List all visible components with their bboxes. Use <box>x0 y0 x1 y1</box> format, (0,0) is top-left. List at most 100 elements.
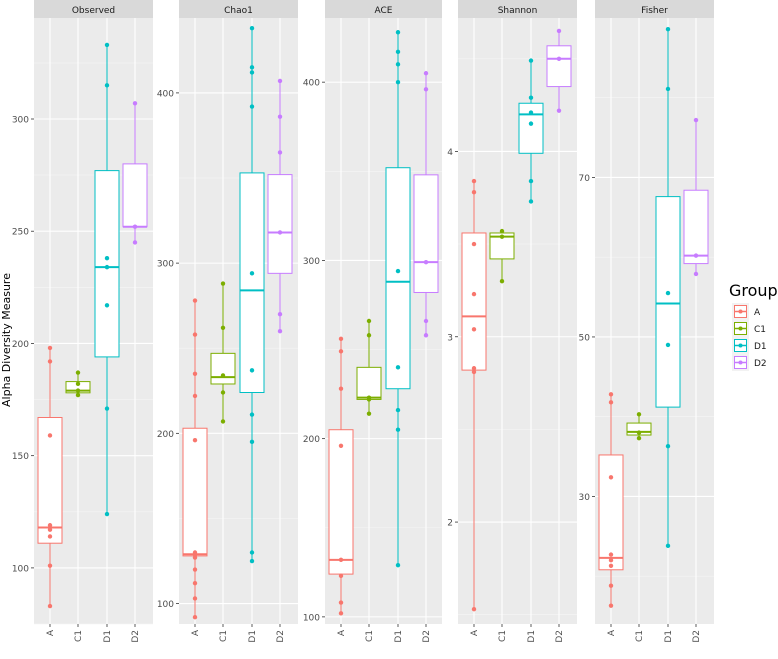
box-c1 <box>356 318 382 416</box>
data-point <box>499 228 505 234</box>
data-point <box>104 255 110 261</box>
data-point <box>338 600 344 605</box>
data-point <box>104 264 110 270</box>
data-point <box>249 65 255 70</box>
data-point <box>423 87 429 92</box>
data-point <box>693 253 699 258</box>
data-point <box>192 550 198 555</box>
data-point <box>75 370 81 375</box>
data-point <box>75 392 81 398</box>
data-point <box>220 390 226 395</box>
data-point <box>499 234 505 239</box>
y-tick-label: 300 <box>12 116 29 126</box>
x-tick-label: A <box>191 629 201 636</box>
legend-item-label: D2 <box>754 359 767 369</box>
y-tick-label: 100 <box>12 564 29 574</box>
data-point <box>47 603 53 609</box>
y-tick-label: 400 <box>157 89 174 99</box>
data-point <box>556 108 562 113</box>
data-point <box>249 550 255 555</box>
legend-item-label: A <box>754 308 761 318</box>
data-point <box>104 83 110 88</box>
data-point <box>366 318 372 324</box>
data-point <box>636 412 642 417</box>
legend-item-c1: C1 <box>732 320 766 337</box>
box-iqr <box>461 232 487 371</box>
box-iqr <box>598 454 624 571</box>
box-iqr <box>239 172 265 393</box>
data-point <box>277 329 283 334</box>
box-iqr <box>210 352 236 385</box>
data-point <box>395 427 401 432</box>
data-point <box>528 95 534 100</box>
data-point <box>47 534 53 539</box>
y-tick-label: 200 <box>303 435 320 445</box>
data-point <box>338 336 344 342</box>
y-tick-label: 300 <box>303 257 320 267</box>
x-tick-label: D2 <box>422 630 432 643</box>
data-point <box>104 42 110 48</box>
box-iqr <box>328 429 354 575</box>
box-a <box>461 178 487 612</box>
data-point <box>47 433 53 438</box>
data-point <box>47 527 53 532</box>
data-point <box>338 573 344 579</box>
data-point <box>249 439 255 445</box>
data-point <box>192 332 198 337</box>
data-point <box>47 523 53 528</box>
legend-item-d2: D2 <box>732 354 767 371</box>
data-point <box>47 345 53 351</box>
data-point <box>277 114 283 119</box>
data-point <box>366 411 372 416</box>
data-point <box>471 366 477 371</box>
box-a <box>598 392 624 608</box>
legend-item-a: A <box>732 303 761 320</box>
data-point <box>608 558 614 563</box>
data-point <box>471 327 477 332</box>
data-point <box>471 241 477 247</box>
data-point <box>277 78 283 84</box>
y-tick-label: 400 <box>303 79 320 89</box>
data-point <box>192 555 198 560</box>
data-point <box>338 386 344 391</box>
data-point <box>395 49 401 55</box>
legend-item-d1: D1 <box>732 337 767 354</box>
box-c1 <box>489 228 515 284</box>
data-point <box>192 393 198 399</box>
box-d1 <box>94 42 120 517</box>
data-point <box>636 436 642 441</box>
x-tick-label: D2 <box>692 630 702 643</box>
data-point <box>528 110 534 115</box>
data-point <box>395 407 401 413</box>
x-tick-label: C1 <box>635 630 645 642</box>
data-point <box>249 412 255 417</box>
legend-key-point <box>738 326 743 331</box>
x-tick-label: A <box>470 629 480 636</box>
box-iqr <box>94 170 120 358</box>
y-tick-label: 50 <box>579 333 591 343</box>
data-point <box>220 325 226 331</box>
facet-panel-observed: Observed 100 150 200 250 300 A C1 D1 D2 <box>12 0 153 643</box>
data-point <box>104 406 110 411</box>
box-iqr <box>122 163 148 228</box>
data-point <box>338 349 344 354</box>
data-point <box>132 224 138 229</box>
box-d2 <box>413 71 439 338</box>
box-c1 <box>65 370 91 398</box>
y-tick-label: 30 <box>579 493 591 503</box>
data-point <box>471 606 477 612</box>
box-d1 <box>655 26 681 549</box>
data-point <box>192 567 198 572</box>
data-point <box>75 388 81 393</box>
data-point <box>423 333 429 338</box>
data-point <box>528 199 534 204</box>
facet-title: Observed <box>72 6 115 16</box>
box-c1 <box>210 281 236 424</box>
box-iqr <box>182 427 208 557</box>
box-d2 <box>683 117 709 277</box>
data-point <box>47 563 53 568</box>
box-d2 <box>546 28 572 113</box>
y-tick-label: 200 <box>12 340 29 350</box>
data-point <box>556 56 562 61</box>
